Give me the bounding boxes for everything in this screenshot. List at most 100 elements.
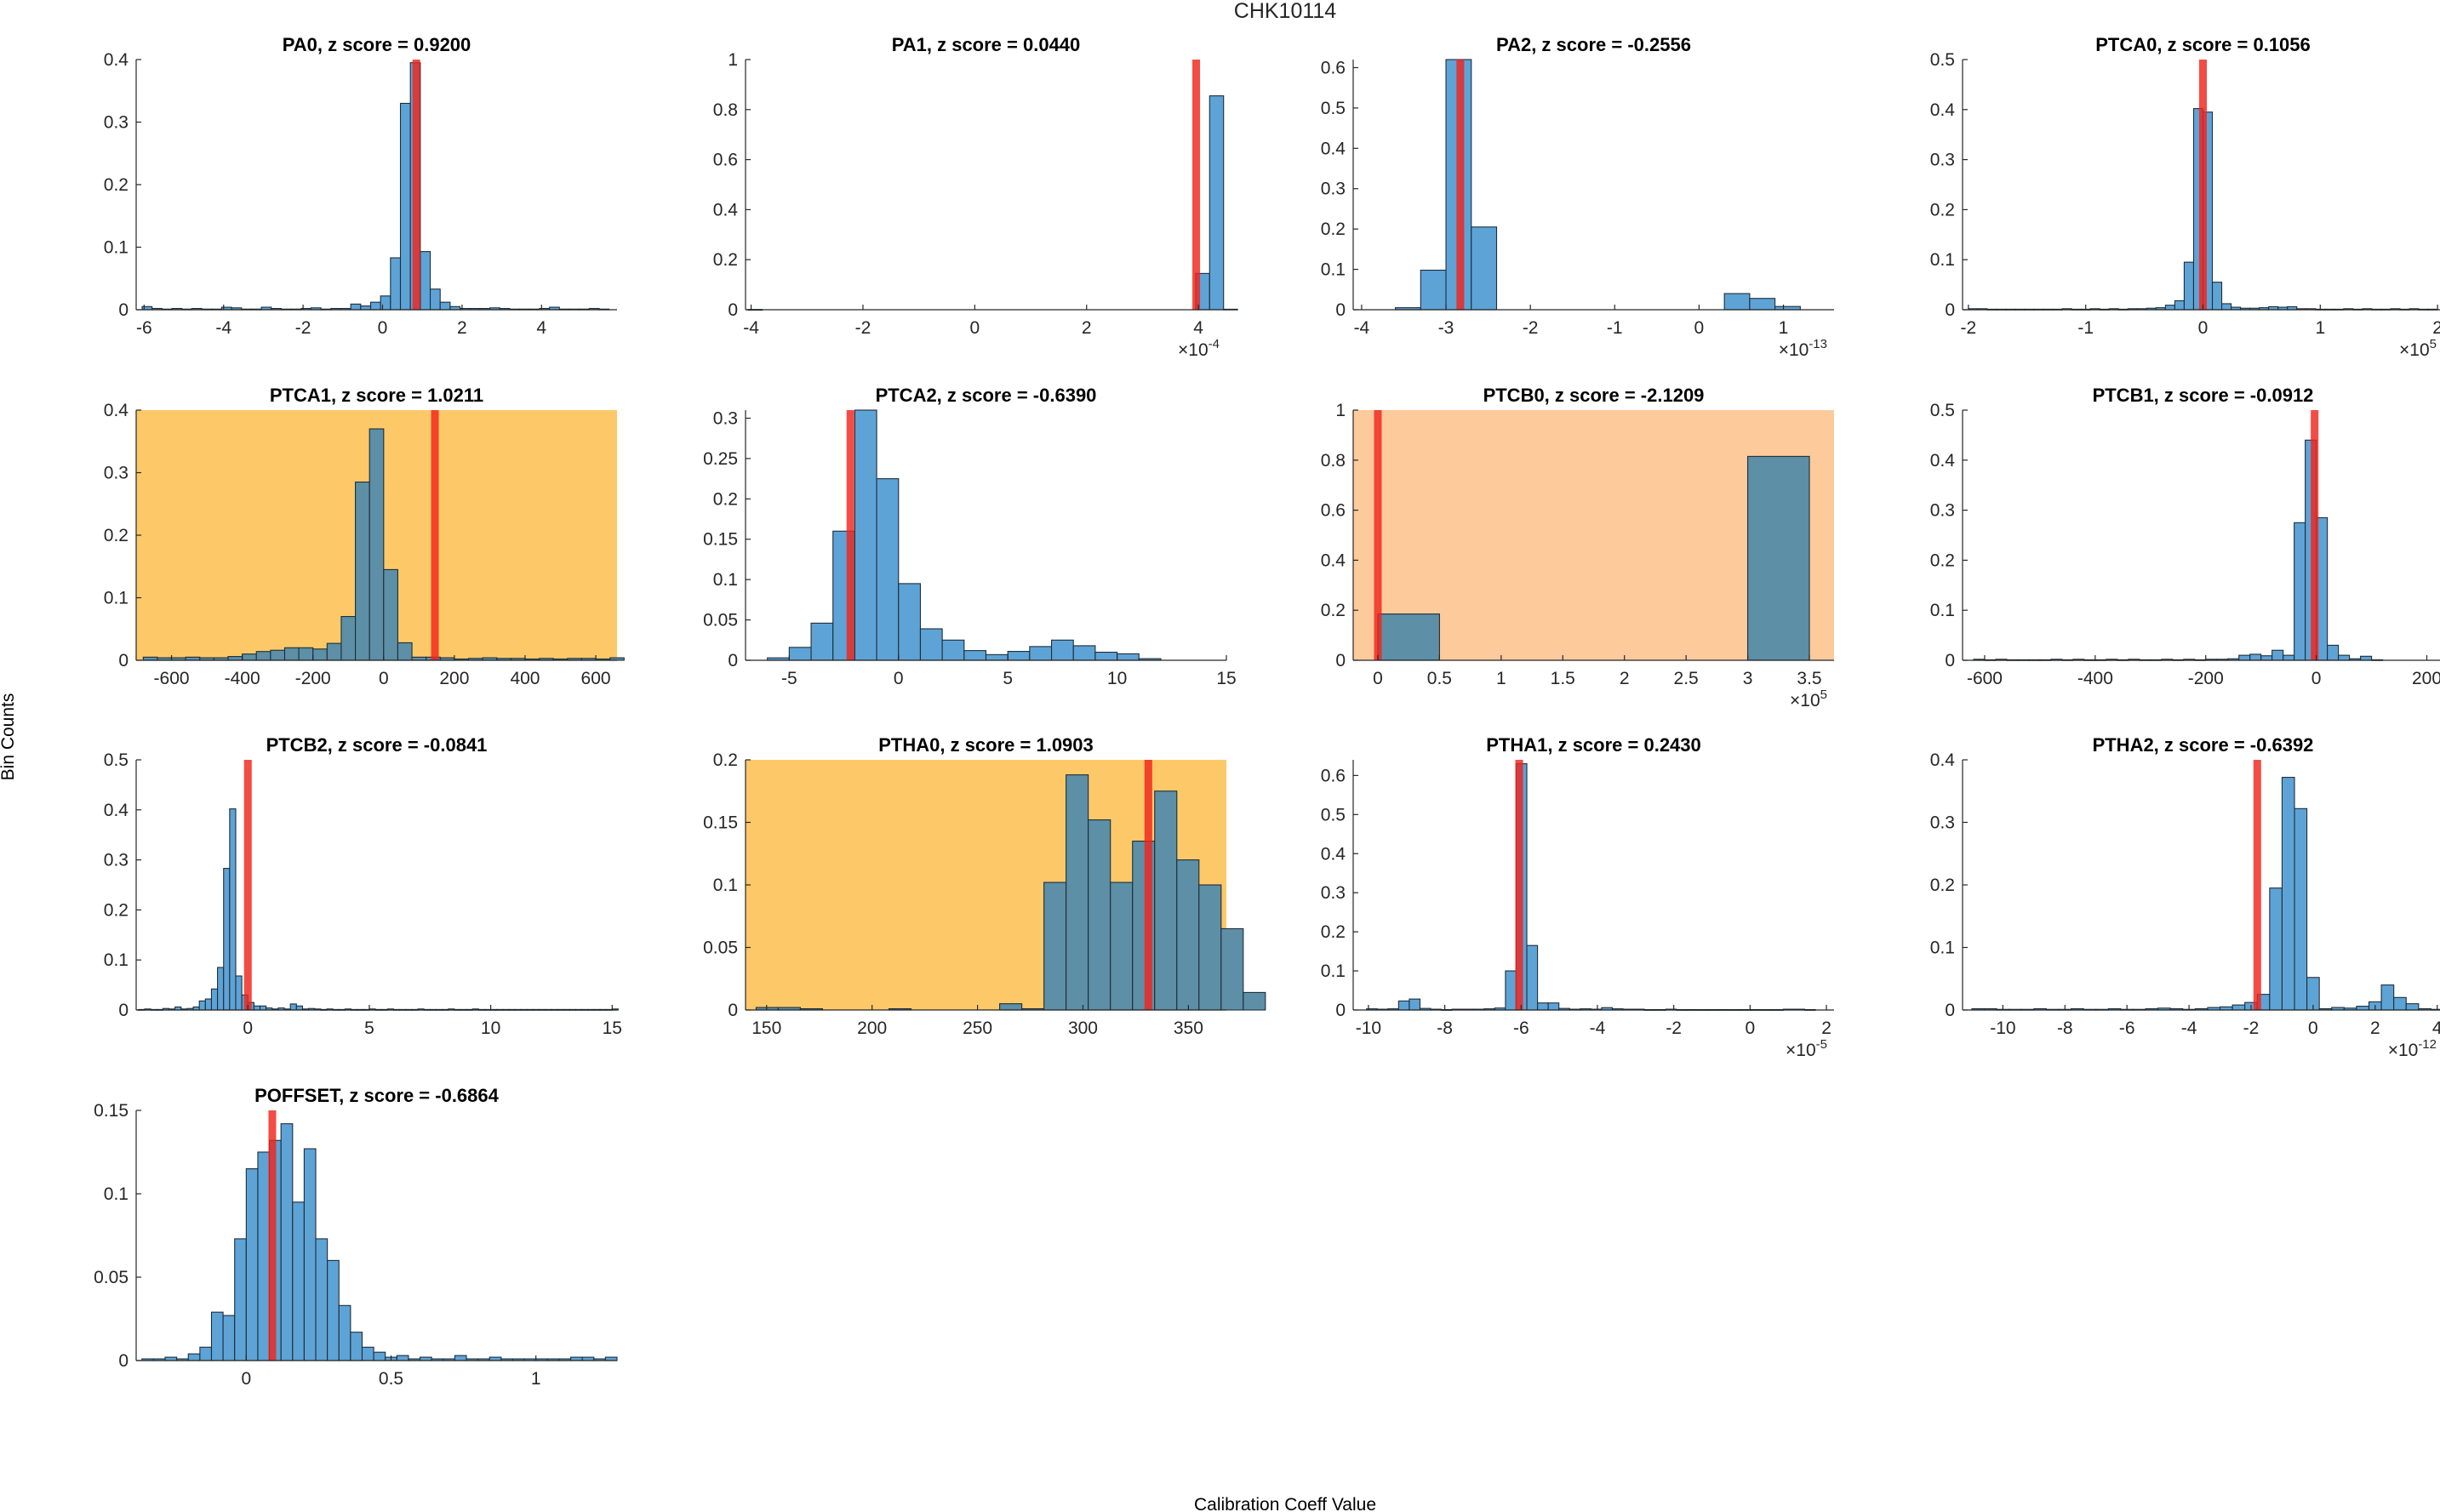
panel-title: PA0, z score = 0.9200: [283, 34, 471, 55]
panel-ptcb1: 0 0.1 0.2 0.3 0.4 0.5 -600 -400 -200 0 200 PTCB1, z…: [1930, 385, 2440, 688]
y-tick-label: 0.25: [703, 449, 738, 469]
x-tick-label: 2: [1821, 1018, 1831, 1038]
histogram-bar: [360, 305, 372, 311]
y-tick-label: 0: [1335, 1001, 1346, 1020]
histogram-bar: [373, 1351, 386, 1361]
y-tick-label: 0.1: [1930, 250, 1955, 270]
x-tick-label: -4: [1590, 1018, 1606, 1038]
y-tick-label: 0.1: [1321, 260, 1346, 280]
y-tick-label: 0.4: [1930, 451, 1956, 471]
histogram-bar: [1066, 774, 1089, 1011]
x-tick-label: 0: [894, 669, 904, 688]
panel-pa1: 0 0.2 0.4 0.6 0.8 1 -4 -2 0 2 4×10-4 PA1, z score =…: [713, 34, 1238, 360]
histogram-bar: [454, 1355, 467, 1361]
y-tick-label: 0.05: [703, 611, 738, 630]
y-tick-label: 0: [1335, 300, 1346, 320]
histogram-bar: [222, 1315, 236, 1361]
y-tick-label: 0.3: [1930, 151, 1955, 170]
x-tick-label: 4: [536, 318, 546, 338]
histogram-bar: [2393, 996, 2407, 1011]
y-tick-label: 0.2: [713, 750, 738, 770]
y-tick-label: 0.4: [104, 401, 129, 420]
y-tick-label: 0.3: [1321, 883, 1346, 903]
histogram-bar: [1209, 95, 1225, 311]
x-tick-label: -2: [1666, 1018, 1682, 1038]
x-tick-label: -200: [295, 669, 331, 688]
histogram-bar: [2164, 305, 2175, 311]
x-tick-label: -3: [1438, 318, 1454, 338]
y-tick-label: 0.4: [713, 200, 739, 220]
y-tick-label: 1: [1335, 401, 1346, 420]
axis-exponent-label: ×10-13: [1779, 337, 1827, 360]
histogram-bar: [187, 1353, 201, 1361]
histogram-bar: [1243, 991, 1266, 1011]
y-tick-label: 0: [118, 300, 129, 320]
current-value-marker: [431, 410, 439, 660]
y-tick-label: 0.2: [1930, 876, 1955, 895]
axis-exponent-label: ×105: [1790, 688, 1827, 710]
y-tick-label: 0.1: [104, 950, 129, 970]
histogram-bar: [255, 651, 271, 661]
y-tick-label: 0.4: [104, 801, 129, 820]
histogram-bar: [361, 1346, 374, 1361]
x-tick-label: 0: [379, 669, 389, 688]
y-tick-label: 0.3: [1930, 813, 1955, 833]
histogram-bar: [198, 1000, 206, 1011]
histogram-bar: [1007, 651, 1031, 661]
x-tick-label: 0: [241, 1369, 251, 1389]
x-tick-label: 10: [481, 1018, 500, 1038]
y-tick-label: 0: [1945, 651, 1955, 670]
histogram-bar: [235, 975, 243, 1011]
x-tick-label: 5: [364, 1018, 374, 1038]
y-tick-label: 0.1: [1930, 601, 1955, 620]
current-value-marker: [243, 760, 252, 1010]
histogram-bar: [1088, 819, 1111, 1011]
histogram-bar: [2249, 653, 2262, 661]
x-tick-label: -2: [2243, 1018, 2260, 1038]
histogram-bar: [326, 642, 342, 661]
panel-title: PTCB0, z score = -2.1209: [1483, 385, 1705, 406]
histogram-bar: [259, 1005, 267, 1011]
panel-ptha2: 0 0.1 0.2 0.3 0.4 -10 -8 -6 -4 -2 0 2 4×10-12 PTHA2, …: [1930, 734, 2440, 1060]
histogram-bar: [963, 650, 987, 661]
panel-title: PTCB1, z score = -0.0912: [2093, 385, 2314, 406]
histogram-bar: [295, 1005, 304, 1011]
x-tick-label: 15: [1216, 669, 1236, 688]
y-tick-label: 1: [728, 50, 738, 70]
histogram-bar: [1471, 226, 1498, 311]
histogram-bar: [312, 648, 328, 661]
panel-pa2: 0 0.1 0.2 0.3 0.4 0.5 0.6 -4 -3 -2 -1 0 1×10-13 PA2, …: [1321, 34, 1834, 360]
panel-title: PTCA1, z score = 1.0211: [270, 385, 483, 406]
x-tick-label: 0: [378, 318, 388, 338]
y-tick-label: 0.2: [1321, 922, 1346, 942]
histogram-bar: [229, 808, 237, 1011]
y-tick-label: 0.4: [1321, 551, 1346, 570]
panel-title: PTCA0, z score = 0.1056: [2095, 34, 2311, 55]
panel-ptha0: 0 0.05 0.1 0.15 0.2 150 200 250 300 350 PTHA0, z s…: [703, 734, 1266, 1038]
panel-title: POFFSET, z score = -0.6864: [254, 1085, 500, 1106]
histogram-bar: [788, 647, 812, 661]
x-tick-label: 2: [2432, 318, 2440, 338]
current-value-marker: [1515, 760, 1523, 1010]
y-tick-label: 0.2: [1321, 220, 1346, 239]
x-tick-label: 150: [751, 1018, 781, 1038]
current-value-marker: [268, 1110, 277, 1361]
x-tick-label: -6: [2119, 1018, 2135, 1038]
x-tick-label: 0: [970, 318, 980, 338]
histogram-bar: [199, 1346, 213, 1361]
histogram-bar: [941, 639, 965, 661]
x-tick-label: -2: [1961, 318, 1977, 338]
panel-ptha1: 0 0.1 0.2 0.3 0.4 0.5 0.6 -10 -8 -6 -4 -2 0 2×10-5 PTH…: [1321, 734, 1834, 1060]
x-tick-label: 2: [1620, 669, 1630, 688]
y-tick-label: 0.05: [703, 939, 738, 958]
x-tick-label: 200: [857, 1018, 887, 1038]
histogram-bar: [303, 1148, 317, 1361]
x-tick-label: 0.5: [1427, 669, 1452, 688]
y-tick-label: 0: [118, 1001, 129, 1020]
y-tick-label: 0: [1945, 300, 1955, 320]
histogram-bar: [1094, 651, 1118, 661]
histogram-bar: [2260, 655, 2273, 661]
histogram-bar: [210, 988, 219, 1011]
x-tick-label: 0.5: [379, 1369, 403, 1389]
histogram-bar: [919, 628, 943, 661]
